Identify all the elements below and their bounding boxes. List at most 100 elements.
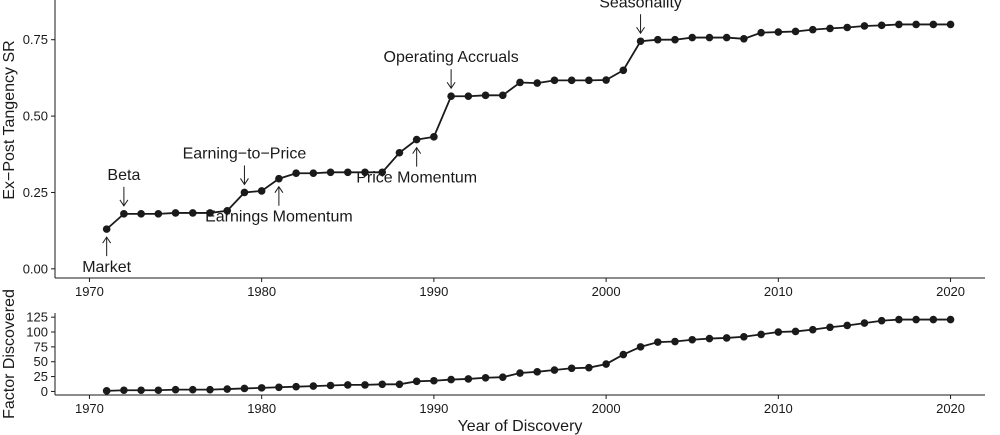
data-point <box>464 92 473 101</box>
annotation: Price Momentum <box>356 146 477 187</box>
annotation-arrowhead <box>636 26 645 35</box>
data-point <box>740 34 748 43</box>
x-tick-label: 2010 <box>764 401 793 416</box>
data-point <box>223 206 232 215</box>
x-tick-label: 2000 <box>592 284 621 299</box>
data-point <box>722 334 731 342</box>
data-point <box>912 20 920 29</box>
data-point <box>877 316 886 325</box>
data-point <box>516 78 524 87</box>
data-point <box>120 386 128 395</box>
y-tick-label: 0 <box>41 384 48 399</box>
data-point <box>240 384 249 393</box>
data-point <box>860 319 869 327</box>
y-tick-label: 75 <box>34 339 48 354</box>
x-tick-label: 2020 <box>936 284 965 299</box>
data-point <box>791 27 800 36</box>
data-point <box>498 91 507 100</box>
data-point <box>757 330 765 339</box>
data-point <box>826 24 834 33</box>
data-point <box>808 325 817 334</box>
data-point <box>895 315 903 324</box>
data-point <box>498 373 507 381</box>
data-point <box>102 387 111 395</box>
data-point <box>464 375 473 383</box>
data-point <box>275 174 283 183</box>
data-point <box>688 335 697 344</box>
data-point <box>154 210 163 218</box>
data-point <box>671 337 679 346</box>
data-point <box>481 91 490 100</box>
y-tick-label: 125 <box>26 310 48 325</box>
data-point <box>619 350 628 359</box>
annotation-arrowhead <box>102 236 112 244</box>
data-point <box>378 380 387 389</box>
data-point <box>653 338 662 346</box>
annotation-arrowhead <box>240 178 249 186</box>
data-point <box>585 363 593 372</box>
data-point <box>705 33 714 42</box>
annotation: Beta <box>107 167 140 207</box>
data-point <box>309 382 318 390</box>
annotation: Earnings Momentum <box>205 185 353 226</box>
annotation-label: Operating Accruals <box>384 49 519 66</box>
y-axis-title: Factor Discovered <box>1 289 18 419</box>
y-tick-label: 100 <box>26 325 48 340</box>
data-point <box>240 188 249 197</box>
data-point <box>946 20 955 29</box>
data-point <box>361 168 369 177</box>
data-point <box>447 92 455 101</box>
annotation: Earning−to−Price <box>183 145 306 186</box>
data-point <box>722 33 731 42</box>
data-point <box>171 385 180 394</box>
data-point <box>567 76 576 85</box>
data-point <box>378 168 387 177</box>
data-point <box>412 135 421 144</box>
data-point <box>533 79 542 87</box>
data-point <box>653 35 662 44</box>
data-point <box>636 37 645 46</box>
y-tick-label: 0.25 <box>23 185 48 200</box>
top-panel-sr: 0.00 0.25 0.50 0.75 1970 1980 1990 2000 2010 2020… <box>1 0 985 299</box>
y-tick-label: 0.50 <box>23 109 48 124</box>
data-point <box>223 385 232 393</box>
data-point <box>912 315 920 324</box>
data-point <box>757 28 765 37</box>
data-point <box>309 169 318 178</box>
data-point <box>326 381 335 390</box>
x-tick-label: 2010 <box>764 284 793 299</box>
data-point <box>602 360 610 368</box>
data-point <box>929 20 938 29</box>
data-point <box>430 376 438 385</box>
x-tick-label: 2000 <box>592 401 621 416</box>
data-point <box>791 327 800 336</box>
x-tick-label: 1970 <box>75 284 104 299</box>
annotation-arrowhead <box>446 81 456 90</box>
data-point <box>843 321 852 330</box>
data-point <box>533 368 542 376</box>
data-point <box>171 209 180 217</box>
annotation-label: Seasonality <box>599 0 682 11</box>
data-point <box>619 66 628 75</box>
data-point <box>257 384 266 392</box>
data-point <box>567 364 576 373</box>
y-tick-label: 50 <box>34 354 48 369</box>
data-point <box>102 225 111 233</box>
data-point <box>430 133 438 141</box>
annotation-arrowhead <box>412 146 422 154</box>
x-tick-label: 1980 <box>247 284 276 299</box>
data-point <box>206 385 214 394</box>
data-point <box>602 76 610 84</box>
data-point <box>671 35 679 44</box>
data-point <box>550 366 559 374</box>
data-point <box>636 343 645 351</box>
data-point <box>550 76 559 85</box>
x-tick-label: 1970 <box>75 401 104 416</box>
annotation-arrowhead <box>274 185 284 193</box>
series-line <box>106 318 951 392</box>
data-point <box>895 20 903 29</box>
data-point <box>292 382 300 391</box>
annotation-label: Earnings Momentum <box>205 209 353 226</box>
